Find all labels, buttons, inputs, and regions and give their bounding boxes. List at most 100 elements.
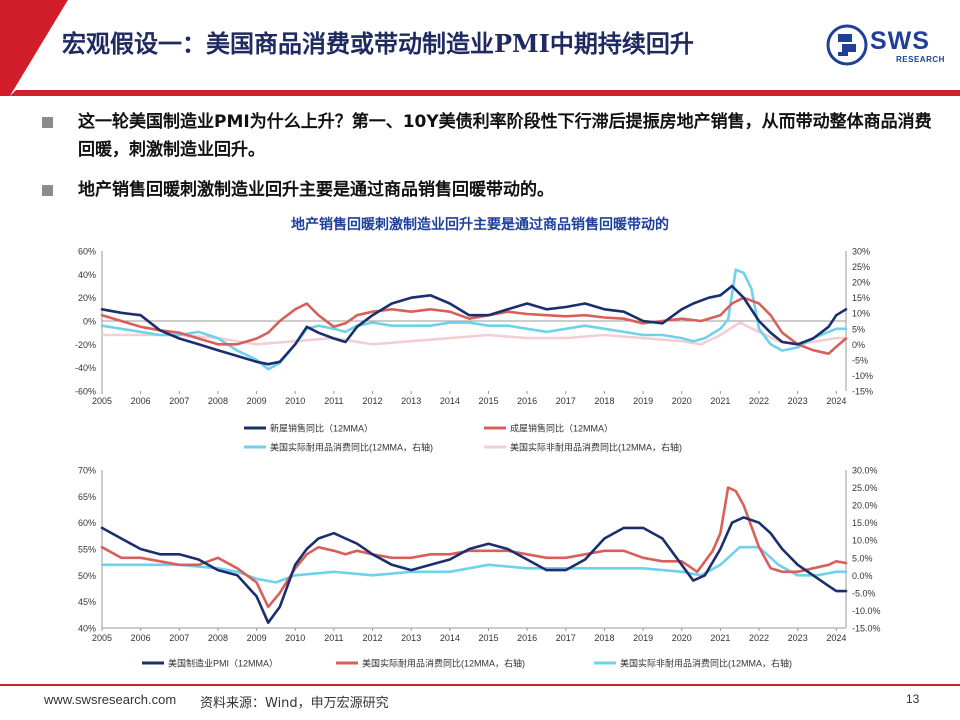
y-left-tick-label: 50% [78, 571, 96, 581]
logo-subtext: RESEARCH [896, 55, 945, 64]
chart-2: 40% 45% 50% 55% 60% 65% 70% -15.0% -10.0% -5.0% 0.… [78, 466, 881, 669]
y-right-tick-label: 25.0% [852, 483, 878, 493]
x-tick-label: 2005 [92, 396, 112, 406]
series-line-1 [100, 284, 848, 366]
chart-1-axes [101, 251, 847, 394]
chart-2-axes [101, 470, 847, 631]
series-line-2 [100, 296, 848, 355]
logo-text: SWS [870, 27, 930, 55]
series-line-4 [100, 321, 848, 346]
x-tick-label: 2023 [788, 633, 808, 643]
x-tick-label: 2006 [131, 633, 151, 643]
y-right-tick-label: 10% [852, 309, 870, 319]
y-right-tick-label: 10.0% [852, 536, 878, 546]
chart-2-tick-labels: 40% 45% 50% 55% 60% 65% 70% -15.0% -10.0% -5.0% 0.… [78, 466, 881, 644]
bullet-2: 地产销售回暖刺激制造业回升主要是通过商品销售回暖带动的。 [42, 176, 942, 204]
y-left-tick-label: 60% [78, 518, 96, 528]
y-right-tick-label: -5.0% [852, 588, 876, 598]
header-decoration [0, 0, 960, 96]
legend-label: 新屋销售同比（12MMA） [270, 423, 373, 434]
series-line-3 [100, 268, 848, 371]
bullet-2-text: 地产销售回暖刺激制造业回升主要是通过商品销售回暖带动的。 [78, 180, 554, 200]
page-number: 13 [906, 692, 920, 706]
x-tick-label: 2015 [478, 396, 498, 406]
series-line-3 [100, 545, 848, 584]
x-tick-label: 2008 [208, 633, 228, 643]
bullet-1: 这一轮美国制造业PMI为什么上升？第一、10Y美债利率阶段性下行滞后提振房地产销… [42, 108, 942, 164]
chart-1-tick-labels: -60% -40% -20% 0% 20% 40% 60% -15% -10% -5% 0% 5% 10… [75, 247, 873, 407]
y-right-tick-label: 20% [852, 278, 870, 288]
y-left-tick-label: -40% [75, 363, 96, 373]
x-tick-label: 2007 [169, 396, 189, 406]
x-tick-label: 2006 [131, 396, 151, 406]
x-tick-label: 2008 [208, 396, 228, 406]
website-link[interactable]: www.swsresearch.com [44, 692, 177, 707]
y-left-tick-label: 40% [78, 270, 96, 280]
x-tick-label: 2022 [749, 396, 769, 406]
y-right-tick-label: 15% [852, 293, 870, 303]
legend-label: 美国制造业PMI（12MMA） [168, 658, 278, 669]
y-right-tick-label: 25% [852, 262, 870, 272]
x-tick-label: 2017 [556, 633, 576, 643]
chart-1-series [100, 268, 848, 371]
legend-label: 美国实际非耐用品消费同比(12MMA，右轴) [620, 658, 792, 669]
y-left-tick-label: 65% [78, 492, 96, 502]
x-tick-label: 2022 [749, 633, 769, 643]
x-tick-label: 2024 [826, 396, 846, 406]
y-right-tick-label: 0.0% [852, 571, 873, 581]
y-right-tick-label: 5.0% [852, 553, 873, 563]
chart-2-series [100, 486, 848, 624]
y-right-tick-label: 15.0% [852, 518, 878, 528]
y-left-tick-label: 20% [78, 293, 96, 303]
x-tick-label: 2010 [285, 633, 305, 643]
series-line-1 [100, 516, 848, 624]
y-right-tick-label: 30.0% [852, 466, 878, 476]
sws-logo-icon [826, 24, 868, 66]
x-tick-label: 2024 [826, 633, 846, 643]
x-tick-label: 2009 [247, 633, 267, 643]
footer-divider [0, 684, 960, 686]
y-left-tick-label: -20% [75, 340, 96, 350]
y-left-tick-label: 45% [78, 597, 96, 607]
x-tick-label: 2017 [556, 396, 576, 406]
x-tick-label: 2021 [710, 396, 730, 406]
x-tick-label: 2011 [324, 633, 343, 643]
y-right-tick-label: -10.0% [852, 606, 881, 616]
x-tick-label: 2015 [478, 633, 498, 643]
header-red-wedge [0, 0, 68, 96]
bullet-square-icon [42, 185, 53, 196]
y-left-tick-label: -60% [75, 387, 96, 397]
slide-footer: www.swsresearch.com 资料来源：Wind，申万宏源研究 13 [0, 684, 960, 720]
x-tick-label: 2016 [517, 396, 537, 406]
y-left-tick-label: 40% [78, 624, 96, 634]
x-tick-label: 2010 [285, 396, 305, 406]
x-tick-label: 2012 [363, 396, 383, 406]
y-left-tick-label: 0% [83, 317, 96, 327]
series-line-2 [100, 486, 848, 609]
x-tick-label: 2019 [633, 633, 653, 643]
page-title: 宏观假设一：美国商品消费或带动制造业PMI中期持续回升 [62, 29, 694, 58]
bullet-1-text: 这一轮美国制造业PMI为什么上升？第一、10Y美债利率阶段性下行滞后提振房地产销… [78, 112, 932, 160]
x-tick-label: 2018 [594, 633, 614, 643]
x-tick-label: 2005 [92, 633, 112, 643]
y-left-tick-label: 55% [78, 545, 96, 555]
y-right-tick-label: 0% [852, 340, 865, 350]
x-tick-label: 2014 [440, 633, 460, 643]
bullet-square-icon [42, 117, 53, 128]
header-red-underline [10, 90, 960, 96]
slide-header: 宏观假设一：美国商品消费或带动制造业PMI中期持续回升 SWS RESEARCH [0, 0, 960, 96]
x-tick-label: 2020 [672, 396, 692, 406]
chart-1-title: 地产销售回暖刺激制造业回升主要是通过商品销售回暖带动的 [291, 217, 669, 233]
y-left-tick-label: 60% [78, 247, 96, 257]
legend-label: 成屋销售同比（12MMA） [510, 423, 613, 434]
y-right-tick-label: -5% [852, 355, 868, 365]
legend-label: 美国实际非耐用品消费同比(12MMA，右轴) [510, 442, 682, 453]
chart-1-legend: 新屋销售同比（12MMA） 成屋销售同比（12MMA） 美国实际耐用品消费同比(12… [244, 423, 682, 453]
x-tick-label: 2019 [633, 396, 653, 406]
x-tick-label: 2016 [517, 633, 537, 643]
y-right-tick-label: 5% [852, 324, 865, 334]
x-tick-label: 2007 [169, 633, 189, 643]
x-tick-label: 2023 [788, 396, 808, 406]
chart-1: -60% -40% -20% 0% 20% 40% 60% -15% -10% -5% 0% 5% 10… [75, 247, 873, 453]
y-right-tick-label: -15% [852, 387, 873, 397]
